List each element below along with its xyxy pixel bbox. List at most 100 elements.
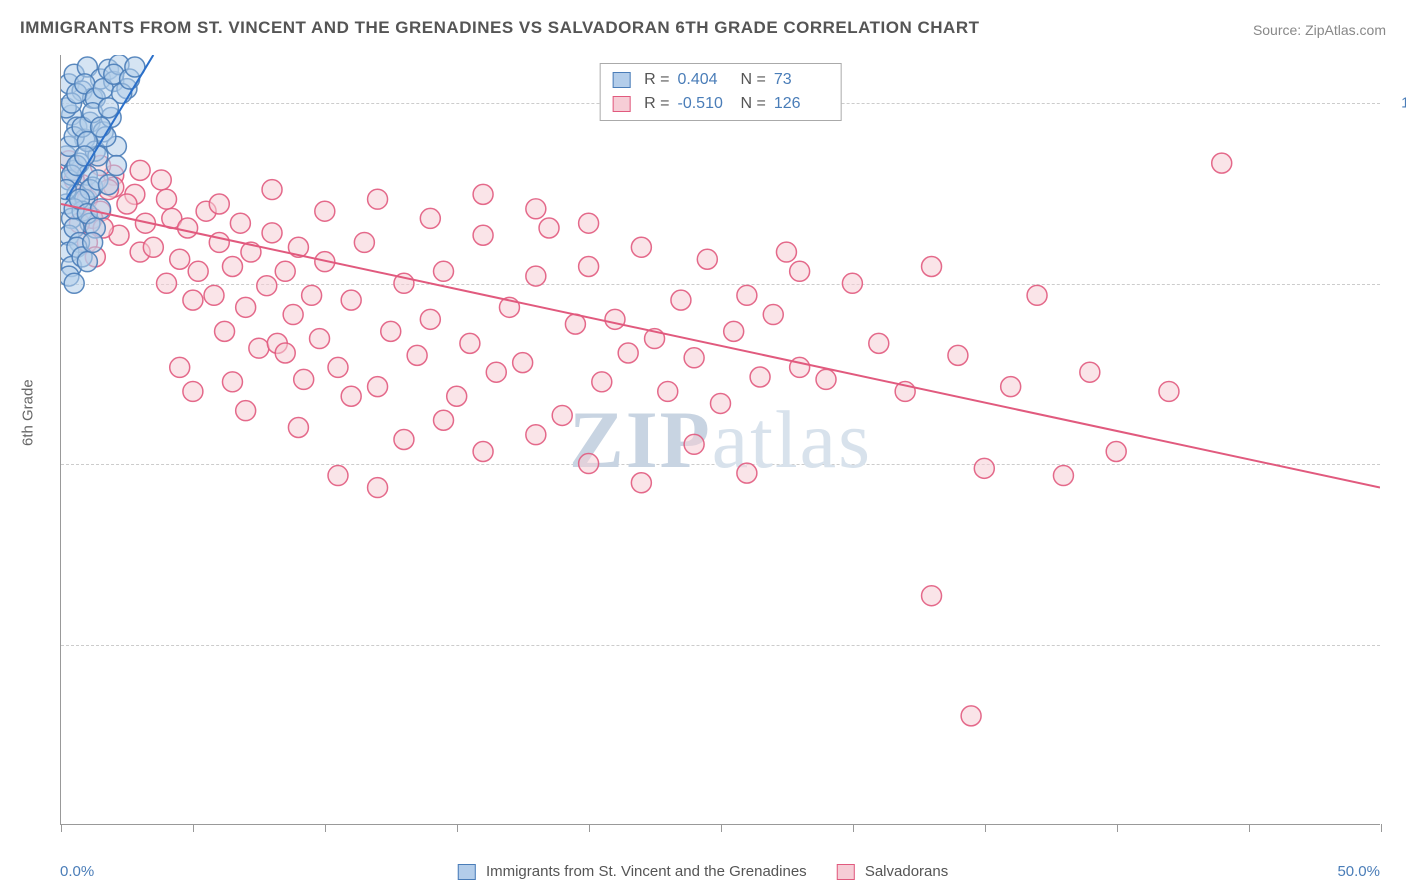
scatter-point (974, 458, 994, 478)
legend-row-series-2: R = -0.510 N = 126 (612, 92, 829, 116)
scatter-point (204, 285, 224, 305)
scatter-point (684, 348, 704, 368)
scatter-point (579, 256, 599, 276)
bottom-swatch-1 (458, 864, 476, 880)
scatter-point (294, 369, 314, 389)
scatter-point (922, 586, 942, 606)
legend-N-value-2: 126 (774, 92, 829, 116)
x-tick (1249, 824, 1250, 832)
scatter-point (209, 232, 229, 252)
scatter-point (257, 276, 277, 296)
scatter-point (631, 473, 651, 493)
scatter-point (262, 223, 282, 243)
x-tick (985, 824, 986, 832)
scatter-point (183, 290, 203, 310)
legend-R-value-1: 0.404 (678, 68, 733, 92)
y-tick-label: 100.0% (1401, 95, 1406, 112)
bottom-swatch-2 (837, 864, 855, 880)
scatter-point (420, 309, 440, 329)
scatter-point (684, 434, 704, 454)
scatter-point (763, 305, 783, 325)
scatter-point (143, 237, 163, 257)
bottom-legend-label-1: Immigrants from St. Vincent and the Gren… (486, 863, 807, 880)
scatter-point (209, 194, 229, 214)
scatter-point (310, 329, 330, 349)
scatter-point (91, 117, 111, 137)
correlation-legend: R = 0.404 N = 73 R = -0.510 N = 126 (599, 63, 842, 121)
scatter-point (473, 442, 493, 462)
scatter-point (948, 345, 968, 365)
scatter-point (151, 170, 171, 190)
scatter-point (222, 256, 242, 276)
scatter-point (473, 184, 493, 204)
chart-title: IMMIGRANTS FROM ST. VINCENT AND THE GREN… (20, 18, 980, 38)
scatter-point (579, 454, 599, 474)
scatter-point (98, 98, 118, 118)
legend-swatch-1 (612, 72, 630, 88)
scatter-point (341, 386, 361, 406)
scatter-point (157, 273, 177, 293)
source-label: Source: ZipAtlas.com (1253, 22, 1386, 38)
scatter-point (188, 261, 208, 281)
scatter-point (631, 237, 651, 257)
legend-R-label: R = (644, 68, 669, 92)
legend-R-value-2: -0.510 (678, 92, 733, 116)
scatter-point (315, 201, 335, 221)
plot-area: ZIPatlas R = 0.404 N = 73 R = -0.510 N =… (60, 55, 1380, 825)
scatter-point (98, 175, 118, 195)
x-tick (1117, 824, 1118, 832)
scatter-point (368, 189, 388, 209)
scatter-point (117, 194, 137, 214)
scatter-point (1212, 153, 1232, 173)
scatter-point (579, 213, 599, 233)
scatter-point (170, 357, 190, 377)
scatter-point (222, 372, 242, 392)
scatter-point (170, 249, 190, 269)
legend-N-label: N = (741, 68, 766, 92)
scatter-point (526, 199, 546, 219)
scatter-point (394, 430, 414, 450)
scatter-point (1027, 285, 1047, 305)
scatter-point (842, 273, 862, 293)
scatter-point (961, 706, 981, 726)
scatter-point (91, 199, 111, 219)
x-axis-min-label: 0.0% (60, 863, 94, 880)
scatter-point (341, 290, 361, 310)
x-tick (589, 824, 590, 832)
scatter-point (816, 369, 836, 389)
scatter-point (513, 353, 533, 373)
scatter-point (776, 242, 796, 262)
scatter-point (420, 208, 440, 228)
scatter-point (368, 377, 388, 397)
scatter-point (605, 309, 625, 329)
scatter-point (697, 249, 717, 269)
scatter-point (486, 362, 506, 382)
legend-N-label: N = (741, 92, 766, 116)
scatter-point (354, 232, 374, 252)
scatter-point (130, 160, 150, 180)
y-axis-label: 6th Grade (20, 379, 37, 446)
x-tick (325, 824, 326, 832)
chart-svg (61, 55, 1380, 824)
bottom-legend: Immigrants from St. Vincent and the Gren… (458, 863, 948, 880)
legend-R-label: R = (644, 92, 669, 116)
scatter-point (750, 367, 770, 387)
scatter-point (215, 321, 235, 341)
x-axis-max-label: 50.0% (1337, 863, 1380, 880)
scatter-point (539, 218, 559, 238)
scatter-point (711, 393, 731, 413)
scatter-point (1159, 381, 1179, 401)
scatter-point (671, 290, 691, 310)
scatter-point (275, 261, 295, 281)
scatter-point (473, 225, 493, 245)
scatter-point (790, 261, 810, 281)
scatter-point (1080, 362, 1100, 382)
scatter-point (262, 180, 282, 200)
scatter-point (236, 401, 256, 421)
scatter-point (236, 297, 256, 317)
scatter-point (381, 321, 401, 341)
x-tick (853, 824, 854, 832)
scatter-point (552, 405, 572, 425)
scatter-point (302, 285, 322, 305)
scatter-point (1001, 377, 1021, 397)
